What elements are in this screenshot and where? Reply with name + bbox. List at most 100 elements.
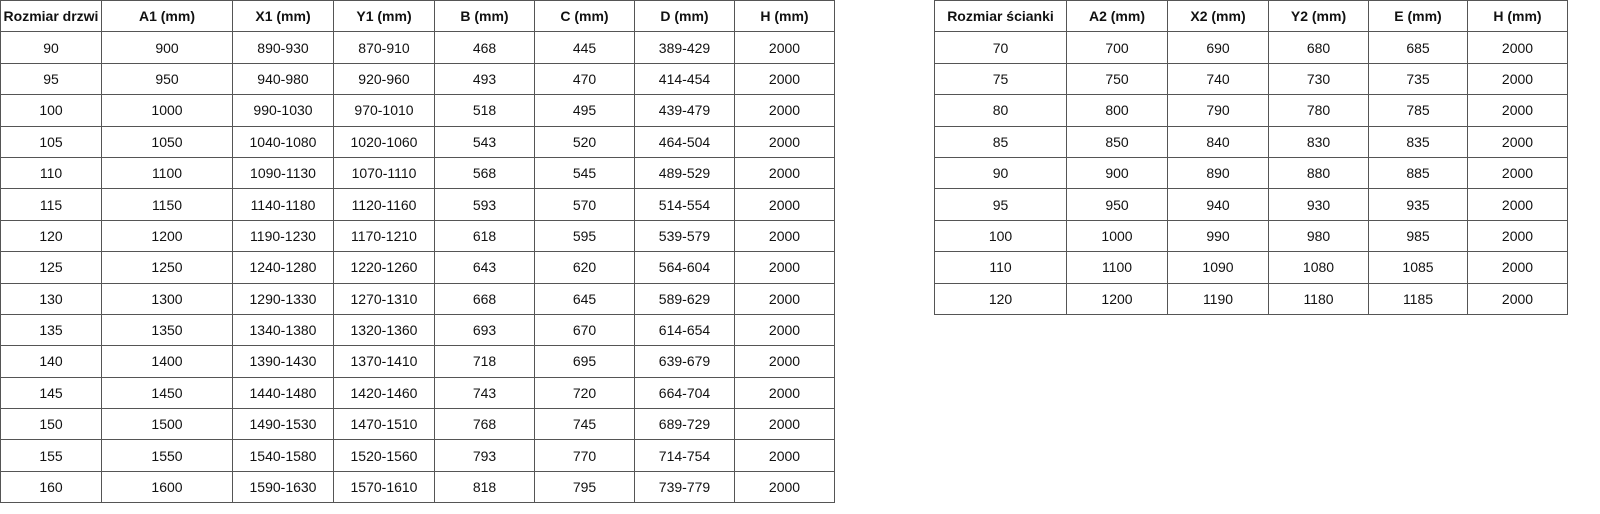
column-header: X1 (mm) <box>232 0 334 33</box>
table-row: 110 1100 1090-1130 1070-1110 568 545 489-529 20… <box>0 156 835 190</box>
table-cell: 414-454 <box>634 62 735 96</box>
table-cell: 2000 <box>734 313 835 347</box>
table-cell: 520 <box>534 125 635 158</box>
table-cell: 1270-1310 <box>333 282 435 315</box>
wall-size-table: Rozmiar ścianki A2 (mm) X2 (mm) Y2 (mm) E (m… <box>934 0 1568 315</box>
table-cell: 900 <box>101 31 233 64</box>
table-cell: 155 <box>0 439 102 472</box>
table-cell: 1570-1610 <box>333 470 435 504</box>
table-cell: 2000 <box>734 125 835 158</box>
table-cell: 125 <box>0 251 102 284</box>
table-cell: 160 <box>0 470 102 504</box>
table-cell: 2000 <box>1467 188 1568 221</box>
table-cell: 980 <box>1268 219 1369 253</box>
table-cell: 735 <box>1368 62 1468 96</box>
table-cell: 1170-1210 <box>333 219 435 253</box>
table-cell: 940 <box>1167 188 1269 221</box>
table-cell: 930 <box>1268 188 1369 221</box>
table-cell: 700 <box>1066 31 1168 64</box>
table-cell: 589-629 <box>634 282 735 315</box>
table-cell: 990 <box>1167 219 1269 253</box>
table-row: 140 1400 1390-1430 1370-1410 718 695 639-679 20… <box>0 345 835 378</box>
table-row: 135 1350 1340-1380 1320-1360 693 670 614-654 20… <box>0 313 835 347</box>
table-cell: 80 <box>934 94 1067 127</box>
table-cell: 1185 <box>1368 282 1468 315</box>
table-row: 90 900 890 880 885 2000 <box>934 156 1568 190</box>
table-row: 160 1600 1590-1630 1570-1610 818 795 739-779 20… <box>0 470 835 504</box>
table-cell: 1150 <box>101 188 233 221</box>
table-cell: 2000 <box>1467 62 1568 96</box>
table-cell: 800 <box>1066 94 1168 127</box>
table-cell: 1290-1330 <box>232 282 334 315</box>
table-cell: 1550 <box>101 439 233 472</box>
table-cell: 2000 <box>1467 251 1568 284</box>
header-row: Rozmiar drzwi A1 (mm) X1 (mm) Y1 (mm) B (mm)… <box>0 0 835 33</box>
header-row: Rozmiar ścianki A2 (mm) X2 (mm) Y2 (mm) E (m… <box>934 0 1568 33</box>
table-cell: 2000 <box>1467 125 1568 158</box>
table-cell: 445 <box>534 31 635 64</box>
table-cell: 645 <box>534 282 635 315</box>
table-cell: 920-960 <box>333 62 435 96</box>
table-cell: 1370-1410 <box>333 345 435 378</box>
table-cell: 835 <box>1368 125 1468 158</box>
column-header: H (mm) <box>1467 0 1568 33</box>
column-header: D (mm) <box>634 0 735 33</box>
door-size-table: Rozmiar drzwi A1 (mm) X1 (mm) Y1 (mm) B (mm)… <box>0 0 835 504</box>
table-row: 80 800 790 780 785 2000 <box>934 94 1568 127</box>
table-cell: 545 <box>534 156 635 190</box>
column-header: C (mm) <box>534 0 635 33</box>
table-cell: 714-754 <box>634 439 735 472</box>
table-cell: 1100 <box>1066 251 1168 284</box>
table-cell: 689-729 <box>634 408 735 441</box>
table-row: 110 1100 1090 1080 1085 2000 <box>934 251 1568 284</box>
table-cell: 880 <box>1268 156 1369 190</box>
column-header: Y2 (mm) <box>1268 0 1369 33</box>
table-cell: 2000 <box>734 345 835 378</box>
table-cell: 720 <box>534 376 635 410</box>
table-cell: 543 <box>434 125 535 158</box>
table-cell: 120 <box>0 219 102 253</box>
column-header: B (mm) <box>434 0 535 33</box>
table-cell: 870-910 <box>333 31 435 64</box>
table-cell: 2000 <box>734 408 835 441</box>
table-cell: 970-1010 <box>333 94 435 127</box>
table-row: 105 1050 1040-1080 1020-1060 543 520 464-504 20… <box>0 125 835 158</box>
table-cell: 1085 <box>1368 251 1468 284</box>
table-cell: 664-704 <box>634 376 735 410</box>
table-cell: 940-980 <box>232 62 334 96</box>
table-row: 150 1500 1490-1530 1470-1510 768 745 689-729 20… <box>0 408 835 441</box>
table-cell: 1180 <box>1268 282 1369 315</box>
table-cell: 2000 <box>734 219 835 253</box>
table-cell: 770 <box>534 439 635 472</box>
table-cell: 130 <box>0 282 102 315</box>
column-header: A1 (mm) <box>101 0 233 33</box>
table-row: 120 1200 1190-1230 1170-1210 618 595 539-579 20… <box>0 219 835 253</box>
table-cell: 1070-1110 <box>333 156 435 190</box>
table-cell: 1140-1180 <box>232 188 334 221</box>
table-row: 115 1150 1140-1180 1120-1160 593 570 514-554 20… <box>0 188 835 221</box>
table-cell: 115 <box>0 188 102 221</box>
table-cell: 795 <box>534 470 635 504</box>
table-row: 90 900 890-930 870-910 468 445 389-429 2000 <box>0 31 835 64</box>
table-cell: 70 <box>934 31 1067 64</box>
table-cell: 1450 <box>101 376 233 410</box>
table-cell: 105 <box>0 125 102 158</box>
table-cell: 493 <box>434 62 535 96</box>
table-cell: 2000 <box>734 251 835 284</box>
table-cell: 890-930 <box>232 31 334 64</box>
table-cell: 2000 <box>1467 94 1568 127</box>
table-cell: 2000 <box>734 439 835 472</box>
table-cell: 145 <box>0 376 102 410</box>
table-cell: 618 <box>434 219 535 253</box>
table-cell: 1470-1510 <box>333 408 435 441</box>
table-cell: 1190-1230 <box>232 219 334 253</box>
table-cell: 1240-1280 <box>232 251 334 284</box>
table-cell: 1490-1530 <box>232 408 334 441</box>
column-header: Rozmiar ścianki <box>934 0 1067 33</box>
table-cell: 830 <box>1268 125 1369 158</box>
table-cell: 718 <box>434 345 535 378</box>
column-header: E (mm) <box>1368 0 1468 33</box>
table-cell: 643 <box>434 251 535 284</box>
table-cell: 818 <box>434 470 535 504</box>
table-cell: 100 <box>0 94 102 127</box>
